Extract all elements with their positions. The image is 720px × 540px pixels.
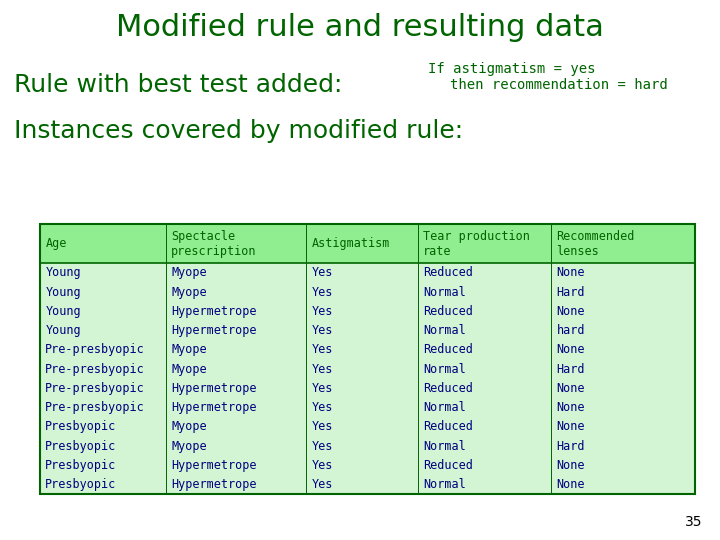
Text: None: None bbox=[557, 459, 585, 472]
Text: Normal: Normal bbox=[423, 401, 466, 414]
Text: Presbyopic: Presbyopic bbox=[45, 459, 117, 472]
Text: Yes: Yes bbox=[312, 343, 333, 356]
Text: Myope: Myope bbox=[171, 362, 207, 375]
Text: Yes: Yes bbox=[312, 459, 333, 472]
Text: Yes: Yes bbox=[312, 266, 333, 279]
Text: Hypermetrope: Hypermetrope bbox=[171, 459, 257, 472]
Text: Presbyopic: Presbyopic bbox=[45, 478, 117, 491]
Text: Yes: Yes bbox=[312, 286, 333, 299]
Text: Myope: Myope bbox=[171, 286, 207, 299]
Text: Young: Young bbox=[45, 286, 81, 299]
Text: None: None bbox=[557, 478, 585, 491]
Text: 35: 35 bbox=[685, 515, 702, 529]
Text: Normal: Normal bbox=[423, 478, 466, 491]
Text: Hypermetrope: Hypermetrope bbox=[171, 382, 257, 395]
Text: Reduced: Reduced bbox=[423, 305, 473, 318]
Text: None: None bbox=[557, 305, 585, 318]
Text: Pre-presbyopic: Pre-presbyopic bbox=[45, 382, 145, 395]
Text: then recommendation = hard: then recommendation = hard bbox=[450, 78, 667, 92]
Text: Yes: Yes bbox=[312, 324, 333, 337]
Text: Young: Young bbox=[45, 324, 81, 337]
Text: Pre-presbyopic: Pre-presbyopic bbox=[45, 401, 145, 414]
Text: Myope: Myope bbox=[171, 343, 207, 356]
Text: Rule with best test added:: Rule with best test added: bbox=[14, 73, 343, 97]
Text: Spectacle
prescription: Spectacle prescription bbox=[171, 230, 257, 258]
Text: Pre-presbyopic: Pre-presbyopic bbox=[45, 362, 145, 375]
Text: Yes: Yes bbox=[312, 362, 333, 375]
Text: Yes: Yes bbox=[312, 478, 333, 491]
Text: Recommended
lenses: Recommended lenses bbox=[557, 230, 635, 258]
Text: Myope: Myope bbox=[171, 266, 207, 279]
Text: Normal: Normal bbox=[423, 440, 466, 453]
Text: Pre-presbyopic: Pre-presbyopic bbox=[45, 343, 145, 356]
Text: If astigmatism = yes: If astigmatism = yes bbox=[428, 62, 596, 76]
Text: Reduced: Reduced bbox=[423, 382, 473, 395]
Text: Hypermetrope: Hypermetrope bbox=[171, 478, 257, 491]
Text: Hard: Hard bbox=[557, 362, 585, 375]
Text: Presbyopic: Presbyopic bbox=[45, 420, 117, 433]
Text: None: None bbox=[557, 420, 585, 433]
Text: Young: Young bbox=[45, 305, 81, 318]
FancyBboxPatch shape bbox=[40, 224, 695, 494]
Text: Presbyopic: Presbyopic bbox=[45, 440, 117, 453]
Text: Instances covered by modified rule:: Instances covered by modified rule: bbox=[14, 119, 464, 143]
Text: Yes: Yes bbox=[312, 305, 333, 318]
Text: Modified rule and resulting data: Modified rule and resulting data bbox=[116, 14, 604, 43]
Text: Astigmatism: Astigmatism bbox=[312, 237, 390, 250]
Text: Yes: Yes bbox=[312, 401, 333, 414]
Text: Myope: Myope bbox=[171, 440, 207, 453]
Text: Hard: Hard bbox=[557, 440, 585, 453]
Text: hard: hard bbox=[557, 324, 585, 337]
Text: Young: Young bbox=[45, 266, 81, 279]
Text: Reduced: Reduced bbox=[423, 459, 473, 472]
Text: Hypermetrope: Hypermetrope bbox=[171, 401, 257, 414]
Text: Reduced: Reduced bbox=[423, 343, 473, 356]
Text: None: None bbox=[557, 343, 585, 356]
Text: Hypermetrope: Hypermetrope bbox=[171, 324, 257, 337]
Text: Myope: Myope bbox=[171, 420, 207, 433]
Text: Yes: Yes bbox=[312, 382, 333, 395]
Text: Yes: Yes bbox=[312, 440, 333, 453]
Text: Hard: Hard bbox=[557, 286, 585, 299]
Text: Tear production
rate: Tear production rate bbox=[423, 230, 530, 258]
Text: Normal: Normal bbox=[423, 286, 466, 299]
Text: None: None bbox=[557, 382, 585, 395]
Text: Reduced: Reduced bbox=[423, 420, 473, 433]
Text: Hypermetrope: Hypermetrope bbox=[171, 305, 257, 318]
FancyBboxPatch shape bbox=[40, 224, 695, 263]
Text: Normal: Normal bbox=[423, 324, 466, 337]
Text: Reduced: Reduced bbox=[423, 266, 473, 279]
Text: Yes: Yes bbox=[312, 420, 333, 433]
Text: Normal: Normal bbox=[423, 362, 466, 375]
Text: None: None bbox=[557, 266, 585, 279]
Text: None: None bbox=[557, 401, 585, 414]
Text: Age: Age bbox=[45, 237, 67, 250]
